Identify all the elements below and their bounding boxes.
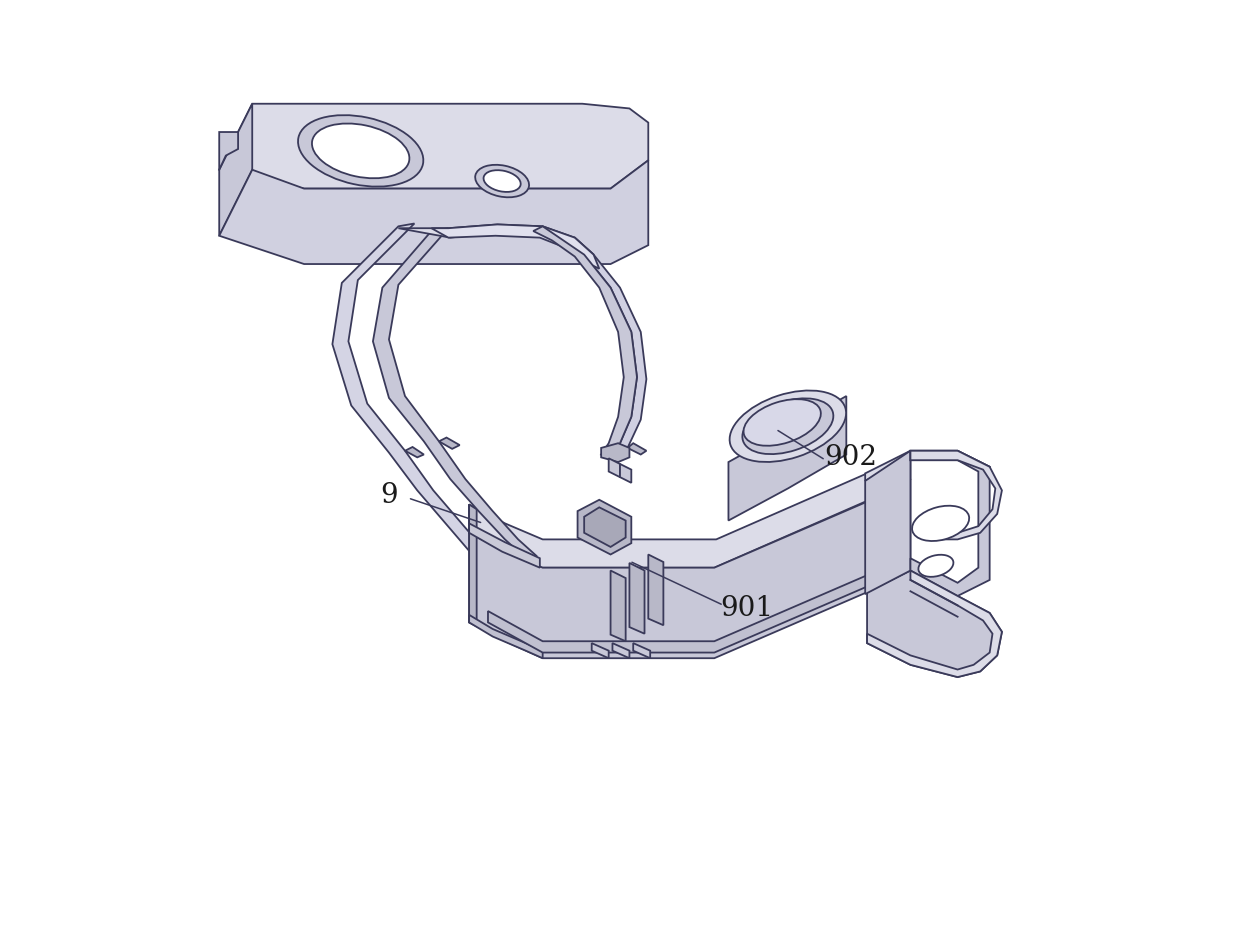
Ellipse shape <box>298 115 423 187</box>
Polygon shape <box>439 438 460 449</box>
Ellipse shape <box>312 124 409 178</box>
Ellipse shape <box>484 170 521 192</box>
Polygon shape <box>432 224 599 269</box>
Polygon shape <box>866 451 990 481</box>
Polygon shape <box>634 643 650 658</box>
Polygon shape <box>584 507 626 547</box>
Polygon shape <box>591 643 609 658</box>
Ellipse shape <box>475 165 529 197</box>
Polygon shape <box>609 458 620 477</box>
Polygon shape <box>219 160 649 264</box>
Polygon shape <box>620 464 631 483</box>
Polygon shape <box>219 104 649 189</box>
Polygon shape <box>728 396 847 521</box>
Polygon shape <box>469 523 539 568</box>
Polygon shape <box>867 571 1002 677</box>
Polygon shape <box>469 453 910 568</box>
Polygon shape <box>610 571 626 641</box>
Polygon shape <box>630 563 645 634</box>
Polygon shape <box>866 451 910 594</box>
Ellipse shape <box>729 390 846 462</box>
Polygon shape <box>867 571 1002 677</box>
Text: 902: 902 <box>825 444 878 471</box>
Text: 901: 901 <box>720 595 774 621</box>
Polygon shape <box>910 451 990 596</box>
Polygon shape <box>910 451 1002 539</box>
Polygon shape <box>405 447 424 457</box>
Ellipse shape <box>919 554 954 577</box>
Polygon shape <box>469 479 910 658</box>
Polygon shape <box>649 554 663 625</box>
Polygon shape <box>613 643 630 658</box>
Polygon shape <box>627 443 646 455</box>
Text: 9: 9 <box>381 482 398 508</box>
Polygon shape <box>219 104 252 236</box>
Ellipse shape <box>913 505 970 541</box>
Polygon shape <box>373 228 537 558</box>
Polygon shape <box>578 500 631 554</box>
Polygon shape <box>601 443 630 462</box>
Polygon shape <box>563 238 646 462</box>
Ellipse shape <box>744 399 821 446</box>
Polygon shape <box>398 224 594 255</box>
Polygon shape <box>489 575 867 653</box>
Ellipse shape <box>743 398 833 455</box>
Polygon shape <box>469 505 476 626</box>
Polygon shape <box>469 615 543 658</box>
Polygon shape <box>219 132 238 170</box>
Polygon shape <box>332 223 516 580</box>
Polygon shape <box>533 226 637 457</box>
